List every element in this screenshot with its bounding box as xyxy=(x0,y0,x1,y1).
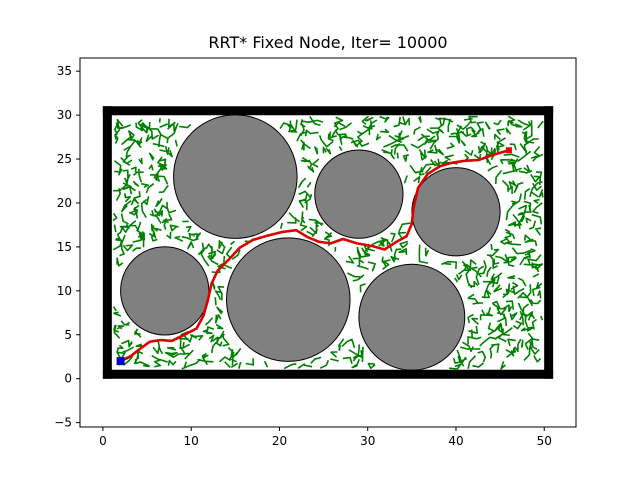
solution-path xyxy=(119,149,511,363)
x-tick-label: 30 xyxy=(360,434,375,448)
y-tick-label: 25 xyxy=(57,152,72,166)
obstacle-4 xyxy=(120,246,210,336)
obstacle-2 xyxy=(314,149,404,239)
x-axis: 0 10 20 30 40 50 xyxy=(99,427,552,448)
obstacle-3 xyxy=(411,167,501,257)
obstacle-6 xyxy=(358,263,466,371)
plot-area xyxy=(102,106,554,379)
y-tick-label: 15 xyxy=(57,240,72,254)
markers xyxy=(116,147,512,366)
x-tick-label: 40 xyxy=(448,434,463,448)
start-marker xyxy=(116,357,125,366)
tree-edges xyxy=(112,115,544,370)
y-tick-label: −5 xyxy=(54,416,72,430)
path-line xyxy=(119,149,511,363)
x-tick-label: 0 xyxy=(99,434,107,448)
y-tick-label: 20 xyxy=(57,196,72,210)
obstacle-1 xyxy=(173,114,298,239)
y-tick-label: 5 xyxy=(64,328,72,342)
goal-marker xyxy=(505,147,512,154)
y-tick-label: 30 xyxy=(57,108,72,122)
workspace-boundary xyxy=(102,106,554,379)
x-tick-label: 20 xyxy=(272,434,287,448)
rrt-tree xyxy=(112,115,544,370)
y-tick-label: 35 xyxy=(57,64,72,78)
obstacle-5 xyxy=(226,237,351,362)
y-tick-label: 0 xyxy=(64,372,72,386)
chart-title: RRT* Fixed Node, Iter= 10000 xyxy=(208,33,447,52)
obstacles xyxy=(120,114,501,371)
y-axis: −5 0 5 10 15 20 25 30 35 xyxy=(54,64,80,430)
x-tick-label: 10 xyxy=(184,434,199,448)
y-tick-label: 10 xyxy=(57,284,72,298)
x-tick-label: 50 xyxy=(537,434,552,448)
